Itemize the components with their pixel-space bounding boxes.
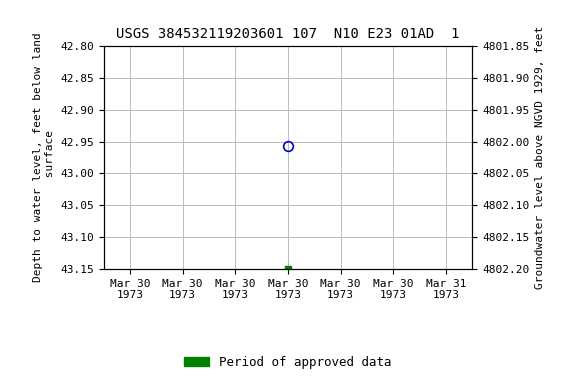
Legend: Period of approved data: Period of approved data: [179, 351, 397, 374]
Title: USGS 384532119203601 107  N10 E23 01AD  1: USGS 384532119203601 107 N10 E23 01AD 1: [116, 27, 460, 41]
Y-axis label: Depth to water level, feet below land
 surface: Depth to water level, feet below land su…: [33, 33, 55, 282]
Y-axis label: Groundwater level above NGVD 1929, feet: Groundwater level above NGVD 1929, feet: [535, 26, 545, 289]
